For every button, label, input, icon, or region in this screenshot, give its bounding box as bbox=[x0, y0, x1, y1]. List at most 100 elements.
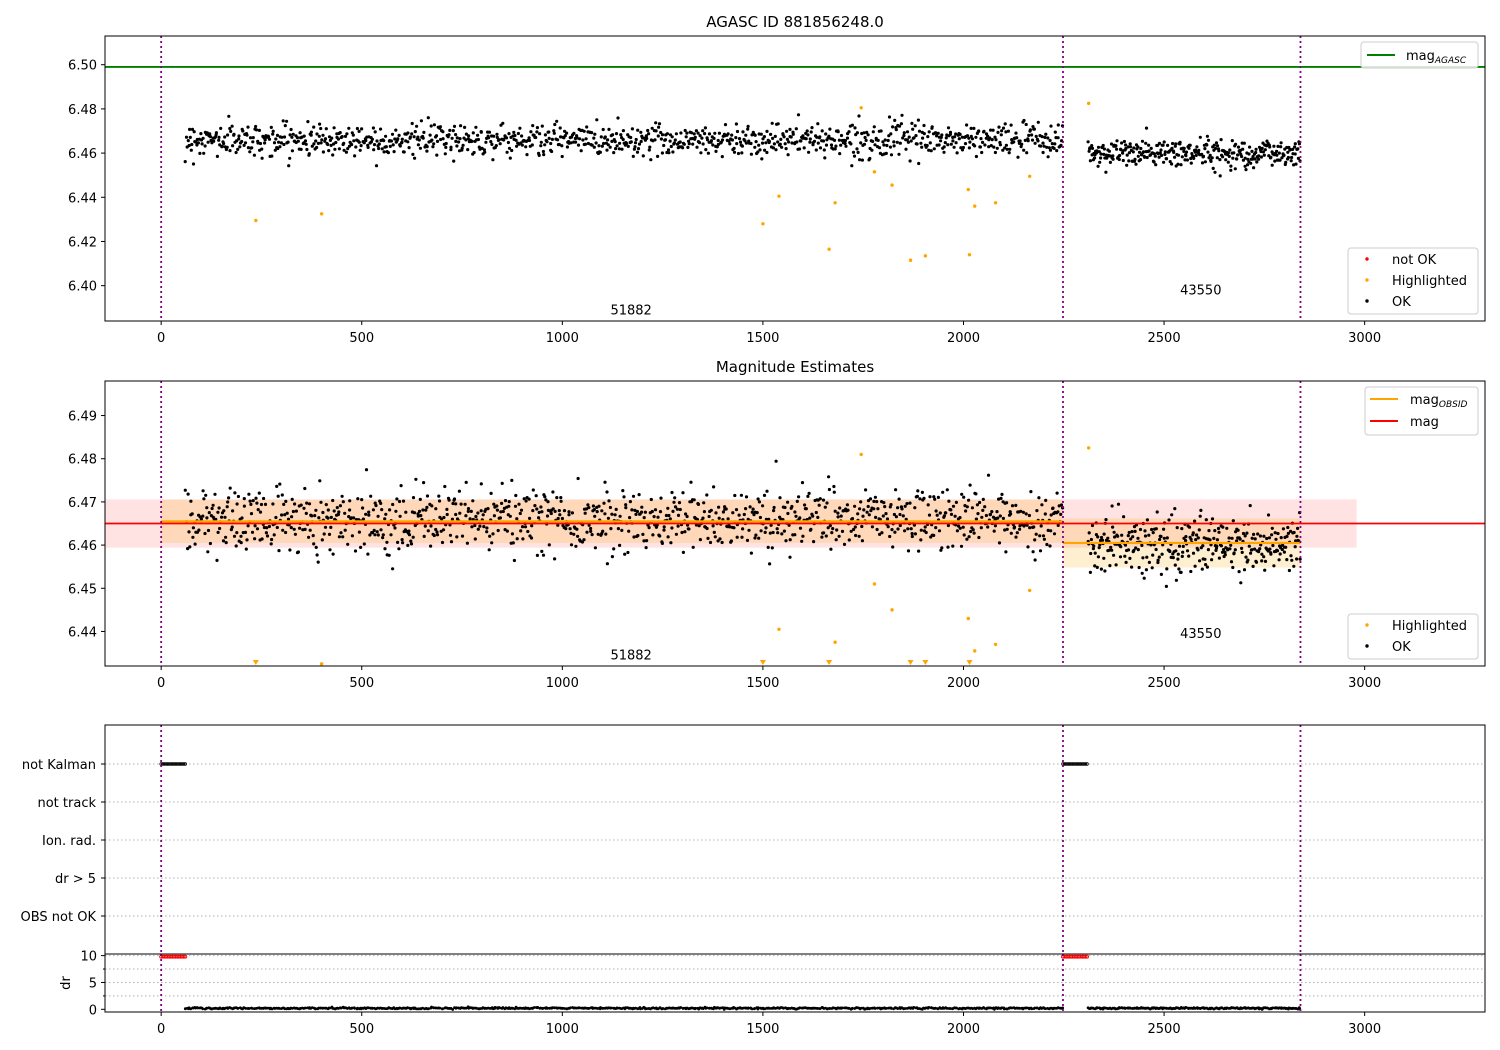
ok-point bbox=[597, 504, 601, 508]
ok-point bbox=[454, 502, 458, 506]
ok-point bbox=[204, 493, 208, 497]
ok-point bbox=[1004, 130, 1008, 134]
ok-point bbox=[845, 503, 850, 507]
ok-point bbox=[633, 145, 637, 149]
ok-point bbox=[361, 517, 365, 521]
ok-point bbox=[854, 533, 858, 538]
ok-point bbox=[1286, 155, 1290, 160]
ok-point bbox=[1052, 532, 1057, 536]
ok-point bbox=[435, 153, 439, 157]
ok-point bbox=[1033, 558, 1037, 562]
ok-point bbox=[1012, 140, 1016, 144]
ok-point bbox=[1001, 148, 1005, 152]
ok-point bbox=[756, 150, 760, 154]
ok-point bbox=[905, 130, 910, 134]
x-tick-label: 1500 bbox=[746, 1022, 779, 1037]
ok-point bbox=[258, 510, 263, 514]
ok-point bbox=[1033, 538, 1037, 542]
ok-point bbox=[518, 126, 522, 130]
ok-point bbox=[965, 537, 969, 541]
ok-point bbox=[735, 142, 739, 146]
ok-point bbox=[553, 509, 557, 513]
ok-point bbox=[1206, 548, 1210, 552]
dr-point bbox=[310, 1006, 314, 1009]
ok-point bbox=[1027, 133, 1031, 137]
ok-point bbox=[406, 543, 410, 548]
ok-point bbox=[1214, 141, 1219, 145]
dr-point bbox=[705, 1006, 709, 1010]
ok-point bbox=[1034, 532, 1038, 536]
ok-point bbox=[1233, 167, 1237, 171]
ok-point bbox=[225, 145, 229, 149]
ok-point bbox=[1250, 548, 1254, 552]
ok-point bbox=[1162, 527, 1166, 531]
ok-point bbox=[942, 145, 946, 149]
ok-point bbox=[1233, 548, 1237, 552]
ok-point bbox=[816, 122, 820, 126]
ok-point bbox=[438, 125, 442, 129]
ok-point bbox=[595, 118, 599, 122]
ok-point bbox=[1130, 530, 1134, 534]
y-tick-label: 6.42 bbox=[68, 235, 97, 250]
ok-point bbox=[1227, 154, 1231, 158]
ok-point bbox=[317, 516, 321, 520]
ok-point bbox=[321, 510, 325, 515]
ok-point bbox=[274, 137, 278, 141]
ok-point bbox=[992, 529, 996, 533]
ok-point bbox=[413, 156, 417, 160]
ok-point bbox=[1041, 150, 1045, 155]
ok-point bbox=[1180, 155, 1184, 159]
ok-point bbox=[680, 530, 684, 535]
ok-point bbox=[1259, 155, 1263, 159]
ok-point bbox=[464, 514, 468, 518]
ok-point bbox=[741, 527, 745, 531]
ok-point bbox=[987, 145, 991, 149]
ok-point bbox=[951, 504, 956, 508]
ok-point bbox=[322, 532, 326, 536]
ok-point bbox=[590, 533, 594, 537]
ok-point bbox=[217, 506, 221, 510]
ok-point bbox=[981, 508, 985, 512]
ok-point bbox=[490, 142, 494, 146]
ok-point bbox=[945, 488, 949, 492]
ok-point bbox=[1121, 158, 1125, 163]
ok-point bbox=[613, 513, 617, 517]
ok-point bbox=[409, 542, 414, 546]
ok-point bbox=[460, 534, 465, 538]
ok-point bbox=[357, 530, 361, 534]
ok-point bbox=[1198, 135, 1202, 139]
ok-point bbox=[889, 153, 894, 157]
ok-point bbox=[907, 135, 911, 139]
ok-point bbox=[712, 136, 716, 140]
ok-point bbox=[302, 134, 306, 138]
ok-point bbox=[862, 142, 867, 146]
ok-point bbox=[994, 138, 998, 142]
ok-point bbox=[237, 137, 241, 141]
ok-point bbox=[973, 144, 977, 148]
ok-point bbox=[906, 140, 911, 144]
ok-point bbox=[1059, 503, 1064, 507]
ok-point bbox=[201, 514, 205, 518]
ok-point bbox=[829, 547, 833, 551]
ok-point bbox=[833, 147, 837, 151]
flag-mark bbox=[162, 762, 167, 766]
ok-point bbox=[820, 535, 824, 539]
x-tick-label: 500 bbox=[349, 331, 374, 346]
ok-point bbox=[717, 131, 722, 135]
highlighted-point bbox=[966, 616, 971, 621]
ok-point bbox=[820, 129, 824, 133]
ok-point bbox=[582, 538, 586, 542]
ok-point bbox=[1117, 157, 1121, 162]
ok-point bbox=[1178, 140, 1182, 144]
ok-point bbox=[874, 515, 878, 520]
dr-point bbox=[694, 1006, 697, 1010]
ok-point bbox=[1141, 150, 1146, 154]
ok-point bbox=[876, 138, 880, 142]
ok-point bbox=[512, 558, 517, 563]
ok-point bbox=[505, 150, 509, 154]
ok-point bbox=[413, 130, 417, 134]
ok-point bbox=[894, 488, 898, 492]
ok-point bbox=[634, 512, 638, 517]
ok-point bbox=[917, 549, 921, 553]
ok-point bbox=[974, 492, 978, 496]
